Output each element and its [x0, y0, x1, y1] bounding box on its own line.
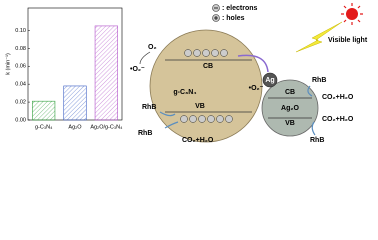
- ag-label: Ag: [265, 77, 274, 84]
- figure: 0.00 0.02 0.04 0.06 0.08 0.10 k (min⁻¹) g-C₃N₄ A…: [5, 3, 368, 144]
- rhb-label: RhB: [142, 104, 156, 111]
- gcn-cb: CB: [203, 63, 213, 70]
- x-tick-label: Ag₂O: [68, 124, 82, 130]
- product-label: CO₂+H₂O: [182, 137, 214, 144]
- ag-particle: [262, 72, 278, 88]
- legend-electrons: : electrons: [222, 5, 258, 12]
- sun-rays: [341, 3, 363, 25]
- y-tick-label: 0.04: [15, 82, 26, 88]
- bar-chart: 0.00 0.02 0.04 0.06 0.08 0.10 k (min⁻¹) g-C₃N₄ A…: [5, 7, 123, 130]
- rhb-label: RhB: [312, 77, 326, 84]
- bar: [94, 25, 118, 121]
- ag2o-cb: CB: [285, 89, 295, 96]
- y-tick-label: 0.10: [15, 28, 26, 34]
- light-bolt: [295, 21, 343, 53]
- arrow: [139, 51, 151, 65]
- gcn-label: g-C₃N₄: [173, 89, 196, 96]
- icon-sign: [214, 16, 218, 20]
- ag2o-vb: VB: [285, 120, 295, 127]
- product-label: CO₂+H₂O: [322, 94, 354, 101]
- pollutant-arrows: [159, 85, 316, 136]
- gcn-vb: VB: [195, 103, 205, 110]
- rhb-label: RhB: [310, 137, 324, 144]
- x-tick-label: g-C₃N₄: [35, 124, 53, 130]
- light-label: Visible light: [328, 37, 368, 44]
- superoxide-ag: •O₂⁻: [249, 85, 264, 92]
- bar: [32, 100, 56, 121]
- y-tick-label: 0.08: [15, 46, 26, 52]
- ag2o-label: Ag₂O: [281, 105, 299, 112]
- y-tick-label: 0.02: [15, 100, 26, 106]
- y-tick-label: 0.00: [15, 117, 26, 123]
- superoxide-label: •O₂⁻: [130, 66, 145, 73]
- y-tick-label: 0.06: [15, 64, 26, 70]
- o2-label: O₂: [148, 44, 157, 51]
- x-tick-label: Ag₂O/g-C₃N₄: [90, 124, 123, 130]
- holes: [180, 115, 233, 123]
- bar: [63, 85, 87, 121]
- y-axis-label: k (min⁻¹): [5, 53, 11, 75]
- page: {"chart_data": {"type": "bar", "ylabel":…: [5, 3, 368, 144]
- legend-holes: : holes: [222, 15, 245, 22]
- rhb-label: RhB: [138, 130, 152, 137]
- electron-transfer-arrow: [237, 54, 269, 73]
- electrons: [184, 49, 228, 57]
- sun: [346, 8, 358, 20]
- product-label: CO₂+H₂O: [322, 116, 354, 123]
- gcn-particle: [149, 29, 263, 143]
- ag2o-particle: [261, 79, 319, 137]
- mechanism-diagram: : electrons : holes Visible light CB VB …: [130, 3, 368, 144]
